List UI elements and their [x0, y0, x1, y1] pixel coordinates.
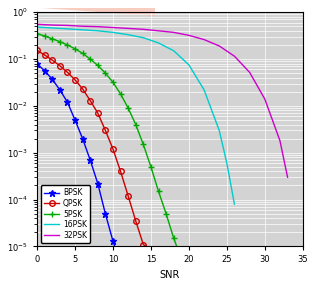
- 32PSK: [141, 28, 145, 31]
- 16PSK: [35, 25, 39, 29]
- 5PSK: [35, 32, 39, 35]
- 16PSK: [111, 31, 115, 34]
- 32PSK: [126, 27, 130, 30]
- 16PSK: [157, 41, 160, 45]
- 16PSK: [96, 29, 100, 32]
- BPSK: [66, 100, 69, 104]
- BPSK: [58, 88, 62, 92]
- 5PSK: [43, 34, 47, 38]
- QPSK: [73, 78, 77, 82]
- QPSK: [141, 243, 145, 246]
- BPSK: [88, 158, 92, 162]
- BPSK: [73, 118, 77, 122]
- X-axis label: SNR: SNR: [160, 270, 180, 280]
- BPSK: [119, 263, 123, 267]
- 16PSK: [81, 28, 84, 32]
- 5PSK: [134, 123, 138, 126]
- 5PSK: [88, 57, 92, 61]
- BPSK: [35, 62, 39, 65]
- 32PSK: [50, 23, 54, 27]
- BPSK: [50, 77, 54, 81]
- 5PSK: [104, 71, 107, 75]
- Line: 16PSK: 16PSK: [37, 27, 234, 204]
- 16PSK: [126, 33, 130, 36]
- Line: 32PSK: 32PSK: [37, 24, 288, 177]
- QPSK: [81, 87, 84, 91]
- 5PSK: [50, 37, 54, 40]
- 16PSK: [172, 49, 175, 53]
- 16PSK: [217, 129, 221, 132]
- Line: 5PSK: 5PSK: [34, 30, 200, 287]
- Polygon shape: [41, 8, 155, 16]
- 16PSK: [50, 26, 54, 30]
- 32PSK: [111, 26, 115, 29]
- QPSK: [104, 129, 107, 132]
- 5PSK: [58, 40, 62, 43]
- BPSK: [81, 137, 84, 140]
- 32PSK: [81, 24, 84, 28]
- 32PSK: [286, 176, 289, 179]
- 16PSK: [187, 63, 191, 67]
- 5PSK: [81, 52, 84, 55]
- Line: QPSK: QPSK: [34, 48, 154, 253]
- 32PSK: [187, 34, 191, 37]
- 5PSK: [73, 47, 77, 51]
- 32PSK: [35, 23, 39, 26]
- 5PSK: [111, 80, 115, 84]
- 32PSK: [263, 97, 267, 101]
- QPSK: [111, 147, 115, 151]
- 5PSK: [172, 236, 175, 240]
- 5PSK: [157, 190, 160, 193]
- 5PSK: [119, 92, 123, 96]
- 5PSK: [126, 106, 130, 110]
- QPSK: [50, 58, 54, 62]
- 5PSK: [187, 280, 191, 283]
- 32PSK: [278, 139, 282, 143]
- 16PSK: [225, 161, 229, 165]
- 32PSK: [217, 44, 221, 48]
- QPSK: [43, 53, 47, 57]
- QPSK: [119, 170, 123, 173]
- BPSK: [96, 182, 100, 185]
- 5PSK: [180, 257, 183, 260]
- Line: BPSK: BPSK: [34, 60, 124, 269]
- QPSK: [134, 219, 138, 223]
- QPSK: [149, 248, 153, 251]
- QPSK: [58, 64, 62, 67]
- 32PSK: [96, 25, 100, 28]
- 16PSK: [66, 27, 69, 31]
- QPSK: [126, 194, 130, 198]
- QPSK: [66, 71, 69, 74]
- 5PSK: [66, 43, 69, 46]
- QPSK: [88, 99, 92, 102]
- QPSK: [35, 49, 39, 52]
- 32PSK: [248, 71, 251, 74]
- Legend: BPSK, QPSK, 5PSK, 16PSK, 32PSK: BPSK, QPSK, 5PSK, 16PSK, 32PSK: [41, 185, 90, 243]
- 5PSK: [164, 212, 168, 216]
- 5PSK: [96, 64, 100, 67]
- BPSK: [104, 212, 107, 216]
- BPSK: [111, 239, 115, 243]
- 16PSK: [141, 36, 145, 39]
- 5PSK: [149, 165, 153, 168]
- 5PSK: [141, 143, 145, 146]
- 32PSK: [232, 55, 236, 58]
- 32PSK: [66, 24, 69, 27]
- 32PSK: [157, 29, 160, 32]
- QPSK: [96, 111, 100, 115]
- 32PSK: [202, 38, 206, 41]
- 32PSK: [172, 31, 175, 34]
- 16PSK: [202, 88, 206, 92]
- BPSK: [43, 69, 47, 73]
- 16PSK: [232, 202, 236, 206]
